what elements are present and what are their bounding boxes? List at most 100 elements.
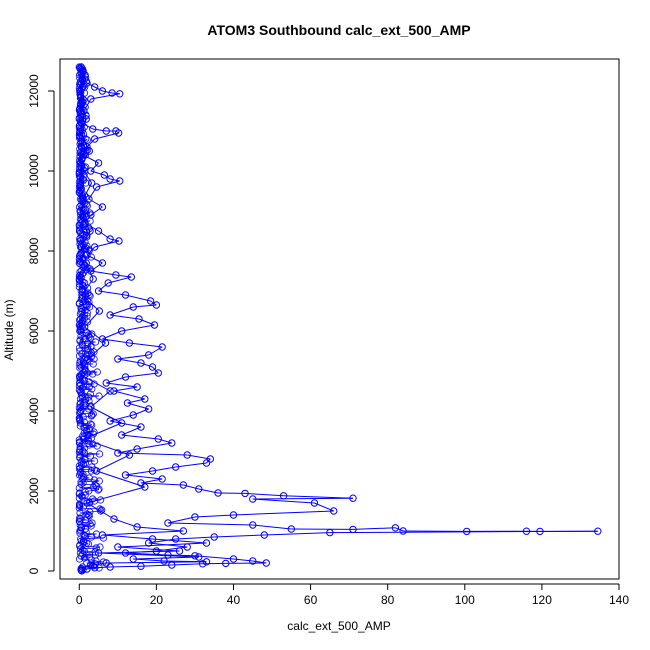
x-axis-title: calc_ext_500_AMP [287,619,390,633]
series-segment [97,488,100,491]
data-point [154,435,163,443]
series-segment [84,214,92,224]
series-segment [110,238,120,242]
series-segment [140,362,153,368]
data-point [85,405,93,413]
series-segment [90,170,105,176]
series-segment [148,346,163,356]
series-segment [79,253,82,256]
data-point [100,171,109,179]
data-point [98,259,107,267]
series-segment [106,382,138,388]
series-segment [137,526,184,532]
x-tick-label: 60 [304,593,318,607]
y-tick-label: 4000 [27,397,41,424]
data-point [94,227,103,235]
series-segment [82,478,95,481]
data-point [77,328,85,336]
data-point [79,479,87,487]
series-segment [183,484,199,490]
series-segment [140,564,172,567]
data-point [77,211,85,219]
data-point [158,343,166,351]
data-point [85,195,93,203]
series-segment [96,180,120,188]
data-point [206,455,215,463]
plot-frame [59,58,620,580]
series-segment [98,282,109,292]
series-segment [121,324,155,332]
data-point [77,163,85,171]
series-segment [167,522,253,526]
plot-area [75,63,602,575]
data-point [135,315,143,323]
series-segment [117,452,188,456]
series-segment [121,434,159,440]
data-point [121,373,130,381]
data-point [77,243,86,251]
series-segment [117,358,142,364]
series-segment [94,86,103,92]
series-segment [117,546,180,552]
data-point [76,129,84,137]
data-point [85,247,93,255]
series-segment [194,555,234,560]
data-point [80,107,88,115]
data-point [89,410,97,418]
series-segment [86,486,145,504]
series-segment [175,536,215,540]
series-segment [84,248,90,251]
data-point [133,445,141,453]
series-segment [80,66,84,72]
data-point [95,307,104,315]
series-segment [84,432,94,435]
series-segment [80,198,84,216]
series-segment [94,132,119,140]
series-segment [352,527,396,530]
data-point [83,233,91,241]
x-tick-label: 140 [609,593,629,607]
data-point [158,475,166,483]
series-segment [167,516,196,524]
data-point [95,485,103,493]
series-segment [92,128,107,132]
data-point [78,75,87,83]
series-segment [86,138,96,148]
x-tick-label: 100 [455,593,475,607]
series-segment [79,457,86,460]
data-point [141,483,149,491]
data-point [83,427,91,435]
data-point [115,237,123,245]
series-segment [125,372,159,378]
data-point [191,513,199,521]
series-segment [98,552,199,558]
data-point [90,83,99,91]
series-segment [81,540,84,543]
data-point [110,515,118,523]
series-segment [86,82,95,88]
data-point [83,79,91,87]
series-segment [81,294,100,312]
y-tick-label: 10000 [27,154,41,188]
series-segment [152,538,207,544]
series-segment [91,413,94,416]
data-point [114,129,123,137]
data-point [87,167,95,175]
series-segment [80,86,83,104]
series-segment [110,420,142,428]
data-point [183,451,191,459]
series-segment [79,262,81,265]
data-point [85,383,93,391]
series-segment [329,530,598,534]
series-segment [88,198,103,208]
series-segment [252,498,315,504]
data-point [78,492,86,500]
series-segment [109,306,134,316]
series-segment [187,454,211,460]
series-segment [214,534,265,538]
series-segment [90,93,120,100]
series-segment [83,438,130,456]
data-point [76,454,84,462]
data-point [129,303,137,311]
data-point [94,159,103,167]
